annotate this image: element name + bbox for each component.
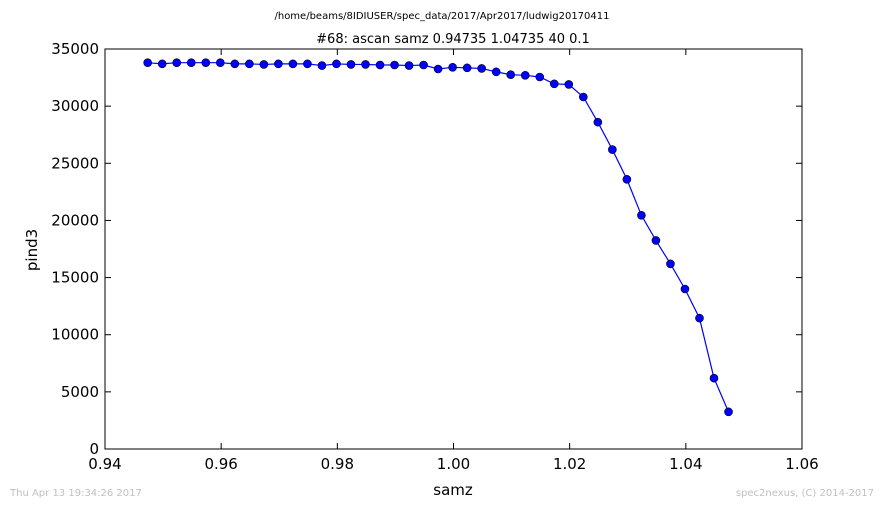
data-point [593, 117, 603, 127]
data-point [579, 92, 588, 102]
data-point [375, 60, 385, 70]
y-tick-label: 25000 [51, 154, 99, 172]
x-tick-label: 1.02 [553, 455, 586, 473]
data-point [535, 72, 545, 82]
data-point [680, 284, 690, 294]
data-point [695, 313, 704, 323]
data-point [288, 59, 298, 69]
data-point [506, 70, 516, 80]
data-point [520, 70, 530, 80]
data-point [274, 59, 283, 69]
data-point [637, 210, 646, 220]
data-point [303, 59, 312, 69]
plot-area [104, 48, 803, 450]
data-point [332, 59, 341, 69]
data-point [259, 60, 269, 69]
data-point [651, 236, 661, 245]
x-tick-label: 1.06 [785, 455, 818, 473]
data-point [157, 59, 167, 69]
data-point [433, 64, 443, 74]
data-point [361, 60, 370, 69]
data-point [724, 407, 733, 417]
series-line [147, 62, 730, 413]
data-point [172, 58, 182, 68]
data-point [608, 145, 617, 154]
chart-title: #68: ascan samz 0.94735 1.04735 40 0.1 [316, 32, 590, 47]
data-point [622, 174, 632, 184]
y-tick-label: 5000 [61, 383, 99, 401]
y-tick-label: 20000 [51, 211, 99, 229]
chart-subtitle: /home/beams/8IDIUSER/spec_data/2017/Apr2… [274, 11, 609, 22]
data-point [143, 58, 152, 68]
data-point [549, 79, 559, 89]
y-tick-label: 10000 [51, 326, 99, 344]
data-point [201, 58, 211, 68]
x-tick-label: 0.94 [88, 455, 121, 473]
data-point [230, 59, 240, 69]
data-point [390, 60, 399, 70]
data-point [245, 59, 254, 69]
data-point [186, 58, 196, 68]
data-point [317, 61, 327, 70]
y-tick-label: 35000 [51, 40, 99, 58]
x-axis-label: samz [433, 481, 473, 499]
y-tick-label: 15000 [51, 269, 99, 287]
x-tick-label: 1.04 [669, 455, 702, 473]
data-point [564, 80, 574, 89]
data-point [404, 61, 414, 70]
y-axis: 0 5000 10000 15000 20000 25000 30000 35000 [51, 40, 802, 458]
y-tick-label: 30000 [51, 97, 99, 115]
data-point [477, 64, 486, 73]
y-tick-label: 0 [89, 440, 99, 458]
data-point [346, 60, 356, 69]
data-point [419, 60, 428, 70]
x-tick-label: 0.96 [204, 455, 237, 473]
data-point [462, 63, 472, 73]
y-axis-label: pind3 [23, 229, 41, 271]
plot-frame [104, 48, 803, 450]
footer-timestamp: Thu Apr 13 19:34:26 2017 [10, 488, 142, 499]
data-point [709, 373, 719, 383]
data-point [491, 67, 501, 77]
series-pind3 [143, 58, 733, 417]
x-axis: 0.94 0.96 0.98 1.00 1.02 1.04 1.06 [88, 49, 819, 473]
footer-credit: spec2nexus, (C) 2014-2017 [735, 488, 874, 499]
data-point [448, 62, 457, 72]
x-tick-label: 1.00 [437, 455, 470, 473]
x-tick-label: 0.98 [321, 455, 354, 473]
data-point [215, 58, 225, 68]
data-point [666, 259, 675, 269]
